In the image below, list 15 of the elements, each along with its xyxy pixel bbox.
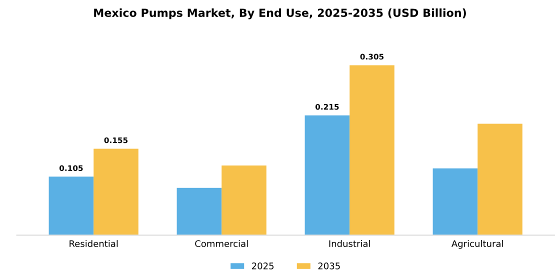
legend-label: 2025 — [252, 262, 274, 270]
x-tick-label: Residential — [70, 240, 118, 248]
bar — [176, 188, 222, 236]
x-tick-label: Agricultural — [452, 240, 503, 249]
legend-label: 2035 — [318, 262, 340, 270]
bar — [350, 65, 394, 236]
bar — [304, 115, 350, 236]
bar — [478, 124, 522, 236]
x-tick-label: Industrial — [329, 240, 370, 248]
bar — [222, 166, 266, 236]
bar — [432, 168, 478, 236]
chart-title: Mexico Pumps Market, By End Use, 2025-2035 (USD Billion) — [94, 8, 466, 20]
bar — [48, 176, 94, 236]
x-tick-label: Commercial — [195, 240, 248, 248]
bar — [94, 148, 138, 236]
